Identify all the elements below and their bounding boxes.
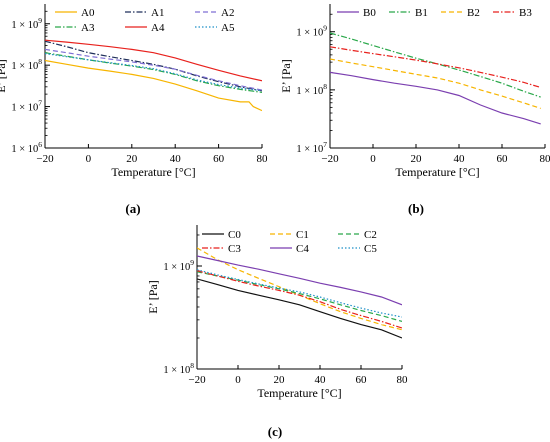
y-tick-label: 1 × 109: [11, 16, 42, 31]
legend-label-c1: C1: [296, 229, 309, 241]
series-line-a5: [45, 53, 262, 92]
series-line-b2: [330, 58, 541, 109]
y-tick-label: 1 × 108: [11, 57, 42, 72]
legend-label-a2: A2: [221, 7, 234, 19]
x-tick-label: −20: [321, 153, 339, 165]
legend-label-c5: C5: [364, 243, 377, 255]
x-tick-label: 60: [213, 153, 225, 165]
x-tick-label: 40: [315, 374, 327, 386]
legend-label-a3: A3: [81, 22, 95, 34]
legend-label-b3: B3: [519, 7, 532, 19]
legend-label-b2: B2: [467, 7, 480, 19]
panel-label-a: (a): [125, 201, 140, 216]
y-tick-label: 1 × 109: [163, 258, 194, 273]
x-tick-label: 80: [397, 374, 409, 386]
y-axis-label: E’ [Pa]: [279, 59, 293, 92]
x-tick-label: 20: [411, 153, 423, 165]
legend-label-a1: A1: [151, 7, 164, 19]
x-tick-label: 0: [370, 153, 376, 165]
x-tick-label: 20: [126, 153, 138, 165]
panel-label-c: (c): [268, 424, 282, 439]
chart-panel-b: −20 0 20 40 60 80 1 × 107 1 × 108 1 × 109 Tempera…: [279, 4, 550, 179]
y-axis-label: E’ [Pa]: [0, 59, 8, 92]
series-line-a3: [45, 52, 262, 93]
panel-label-b: (b): [408, 201, 424, 216]
x-tick-label: 80: [540, 153, 550, 165]
series-line-a1: [45, 40, 262, 92]
x-axis-label: Temperature [°C]: [111, 165, 195, 179]
y-tick-label: 1 × 107: [11, 99, 42, 114]
series-line-c3: [197, 270, 402, 329]
series-line-c5: [197, 269, 402, 318]
x-axis-label: Temperature [°C]: [395, 165, 479, 179]
y-tick-label: 1 × 108: [163, 361, 194, 376]
series-line-c4: [197, 255, 402, 306]
legend-label-c2: C2: [364, 229, 377, 241]
series-line-c2: [197, 271, 402, 322]
y-axis-label: E’ [Pa]: [146, 280, 160, 313]
legend-label-a4: A4: [151, 22, 165, 34]
x-tick-label: 80: [257, 153, 269, 165]
x-tick-label: 20: [274, 374, 286, 386]
x-tick-label: −20: [36, 153, 54, 165]
y-tick-label: 1 × 108: [296, 82, 327, 97]
x-axis-label: Temperature [°C]: [257, 386, 341, 400]
y-tick-label: 1 × 109: [296, 24, 327, 39]
y-tick-label: 1 × 106: [11, 140, 42, 155]
series-line-a0: [45, 59, 262, 112]
series-line-c1: [197, 247, 402, 331]
chart-panel-c: −20 0 20 40 60 80 1 × 108 1 × 109 Temperature [°…: [146, 225, 408, 400]
x-tick-label: −20: [188, 374, 206, 386]
series-line-b3: [330, 46, 541, 89]
legend-label-b0: B0: [363, 7, 376, 19]
x-tick-label: 0: [235, 374, 241, 386]
legend-label-c3: C3: [228, 243, 241, 255]
x-tick-label: 40: [454, 153, 466, 165]
series-line-a4: [45, 39, 262, 82]
legend-label-c0: C0: [228, 229, 241, 241]
chart-panel-a: −20 0 20 40 60 80 1 × 106 1 × 107 1 × 108 1 × 109…: [0, 4, 268, 179]
series-line-b0: [330, 71, 541, 125]
y-tick-label: 1 × 107: [296, 140, 327, 155]
series-line-c0: [197, 278, 402, 339]
legend-label-a0: A0: [81, 7, 95, 19]
x-tick-label: 0: [86, 153, 92, 165]
legend-label-c4: C4: [296, 243, 309, 255]
x-tick-label: 40: [170, 153, 182, 165]
legend-label-b1: B1: [415, 7, 428, 19]
legend-label-a5: A5: [221, 22, 235, 34]
x-tick-label: 60: [497, 153, 509, 165]
series-line-a2: [45, 48, 262, 91]
x-tick-label: 60: [356, 374, 368, 386]
